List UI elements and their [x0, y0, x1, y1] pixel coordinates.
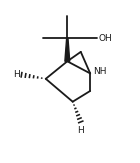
Text: OH: OH: [98, 34, 112, 43]
Text: H: H: [77, 126, 84, 135]
Text: NH: NH: [93, 67, 106, 76]
Polygon shape: [65, 38, 70, 61]
Text: H: H: [13, 70, 20, 79]
